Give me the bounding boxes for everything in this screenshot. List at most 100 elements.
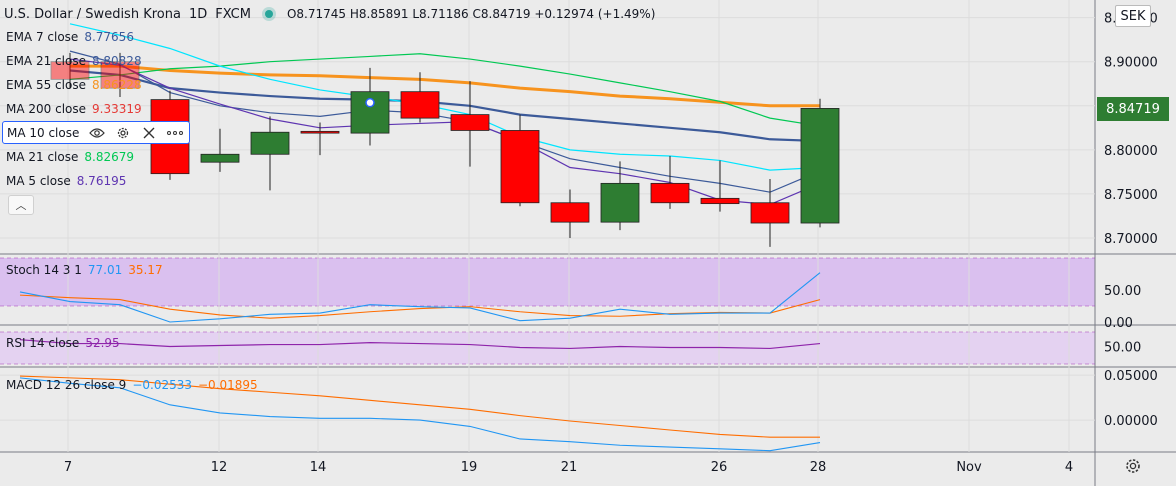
legend-ema7-label: EMA 7 close [6,30,79,44]
legend-ema7[interactable]: EMA 7 close 8.77656 [6,30,134,44]
legend-ema55-value: 8.86228 [91,78,142,92]
market-status-icon [264,10,273,18]
legend-ma21[interactable]: MA 21 close 8.82679 [6,150,134,164]
legend-ma200-label: MA 200 close [6,102,87,116]
candle-body [550,202,590,223]
x-tick-label: 26 [711,460,728,475]
legend-rsi-label: RSI 14 close [6,336,80,350]
gear-icon[interactable] [115,125,131,141]
x-tick-label: 4 [1065,460,1073,475]
series-ma-10 [69,23,821,171]
currency-button[interactable]: SEK [1115,5,1151,27]
series-ema-21 [69,69,821,143]
drawing-anchor-point [365,97,375,108]
candle-body [700,197,740,205]
x-tick-label: Nov [956,460,982,475]
price-tick-label: 8.90000 [1104,56,1158,71]
stoch-tick-label: 50.00 [1104,284,1141,299]
candle-body [400,91,440,119]
legend-ma5[interactable]: MA 5 close 8.76195 [6,174,126,188]
close-value: C8.84719 [472,7,531,21]
legend-macd-label: MACD 12 26 close 9 [6,378,127,392]
series-ma-5 [69,58,821,206]
exchange-label: FXCM [215,6,251,22]
legend-ma200-value: 9.33319 [92,102,142,116]
legend-rsi[interactable]: RSI 14 close 52.95 [6,336,120,350]
candle-body [600,182,640,223]
candle-body [350,91,390,134]
legend-rsi-value: 52.95 [85,336,120,350]
x-tick-label: 12 [211,460,228,475]
high-value: H8.85891 [349,7,409,21]
legend-macd-signal: −0.01895 [198,378,258,392]
stoch-d-line [19,294,821,319]
price-tick-label: 8.80000 [1104,144,1158,159]
x-tick-label: 21 [561,460,578,475]
candle-body [50,61,90,80]
candle-body [650,182,690,204]
eye-icon[interactable] [89,125,106,141]
symbol-title[interactable]: U.S. Dollar / Swedish Krona [4,6,181,22]
legend-stoch-label: Stoch 14 3 1 [6,263,82,277]
legend-ema55[interactable]: EMA 55 close 8.86228 [6,78,142,92]
macd-signal-line [19,375,820,438]
rsi-line [19,339,821,350]
stoch-tick-label: 0.00 [1104,316,1133,331]
stoch-k-line [19,272,821,323]
low-value: L8.71186 [412,7,469,21]
ohlc-values: O8.71745 H8.85891 L8.71186 C8.84719 +0.1… [287,7,655,21]
series-ema-55 [70,64,820,108]
legend-ma200[interactable]: MA 200 close 9.33319 [6,102,142,116]
price-tick-label: 8.75000 [1104,188,1158,203]
legend-ema55-label: EMA 55 close [6,78,86,92]
series-ma-21 [69,53,821,127]
candle-body [200,153,240,163]
legend-ma21-value: 8.82679 [84,150,134,164]
macd-tick-label: 0.00000 [1104,414,1158,429]
legend-stoch-d: 35.17 [128,263,163,277]
legend-ma10-label: MA 10 close [7,125,80,140]
candle-body [500,130,540,204]
interval-label[interactable]: 1D [188,6,208,22]
candle-body [100,61,140,89]
legend-ma5-label: MA 5 close [6,174,71,188]
legend-macd[interactable]: MACD 12 26 close 9 −0.02533 −0.01895 [6,378,258,392]
legend-ema7-value: 8.77656 [84,30,134,44]
legend-ema21-value: 8.80828 [91,54,142,68]
stoch-band [0,258,1095,306]
collapse-legend-button[interactable]: ︿ [8,195,34,215]
rsi-tick-label: 50.00 [1104,341,1141,356]
chevron-up-icon: ︿ [15,199,27,212]
candle-body [250,131,290,155]
series-ema-7 [69,50,821,193]
macd-line [19,377,821,452]
x-tick-label: 28 [810,460,827,475]
chart-header: U.S. Dollar / Swedish Krona 1D FXCM O8.7… [0,3,655,25]
open-value: O8.71745 [286,7,347,21]
legend-macd-value: −0.02533 [132,378,192,392]
x-tick-label: 19 [461,460,478,475]
legend-ma21-label: MA 21 close [6,150,79,164]
macd-tick-label: 0.05000 [1104,369,1158,384]
x-tick-label: 14 [310,460,327,475]
price-tick-label: 8.70000 [1104,232,1158,247]
legend-stoch-k: 77.01 [87,263,123,277]
chart-settings-gear-icon[interactable] [1122,455,1144,477]
legend-stoch[interactable]: Stoch 14 3 1 77.01 35.17 [6,263,163,277]
legend-ma10[interactable]: MA 10 close [2,121,190,144]
more-icon[interactable] [167,125,184,141]
x-tick-label: 7 [64,460,72,475]
candle-body [450,114,490,131]
candle-body [800,108,840,224]
candle-body [300,130,340,134]
candle-body [750,202,790,224]
legend-ema21-label: EMA 21 close [6,54,86,68]
last-price-label: 8.84719 [1097,97,1169,121]
change-value: +0.12974 (+1.49%) [534,7,656,21]
close-icon[interactable] [141,125,157,141]
legend-ma5-value: 8.76195 [76,174,127,188]
legend-ema21[interactable]: EMA 21 close 8.80828 [6,54,142,68]
